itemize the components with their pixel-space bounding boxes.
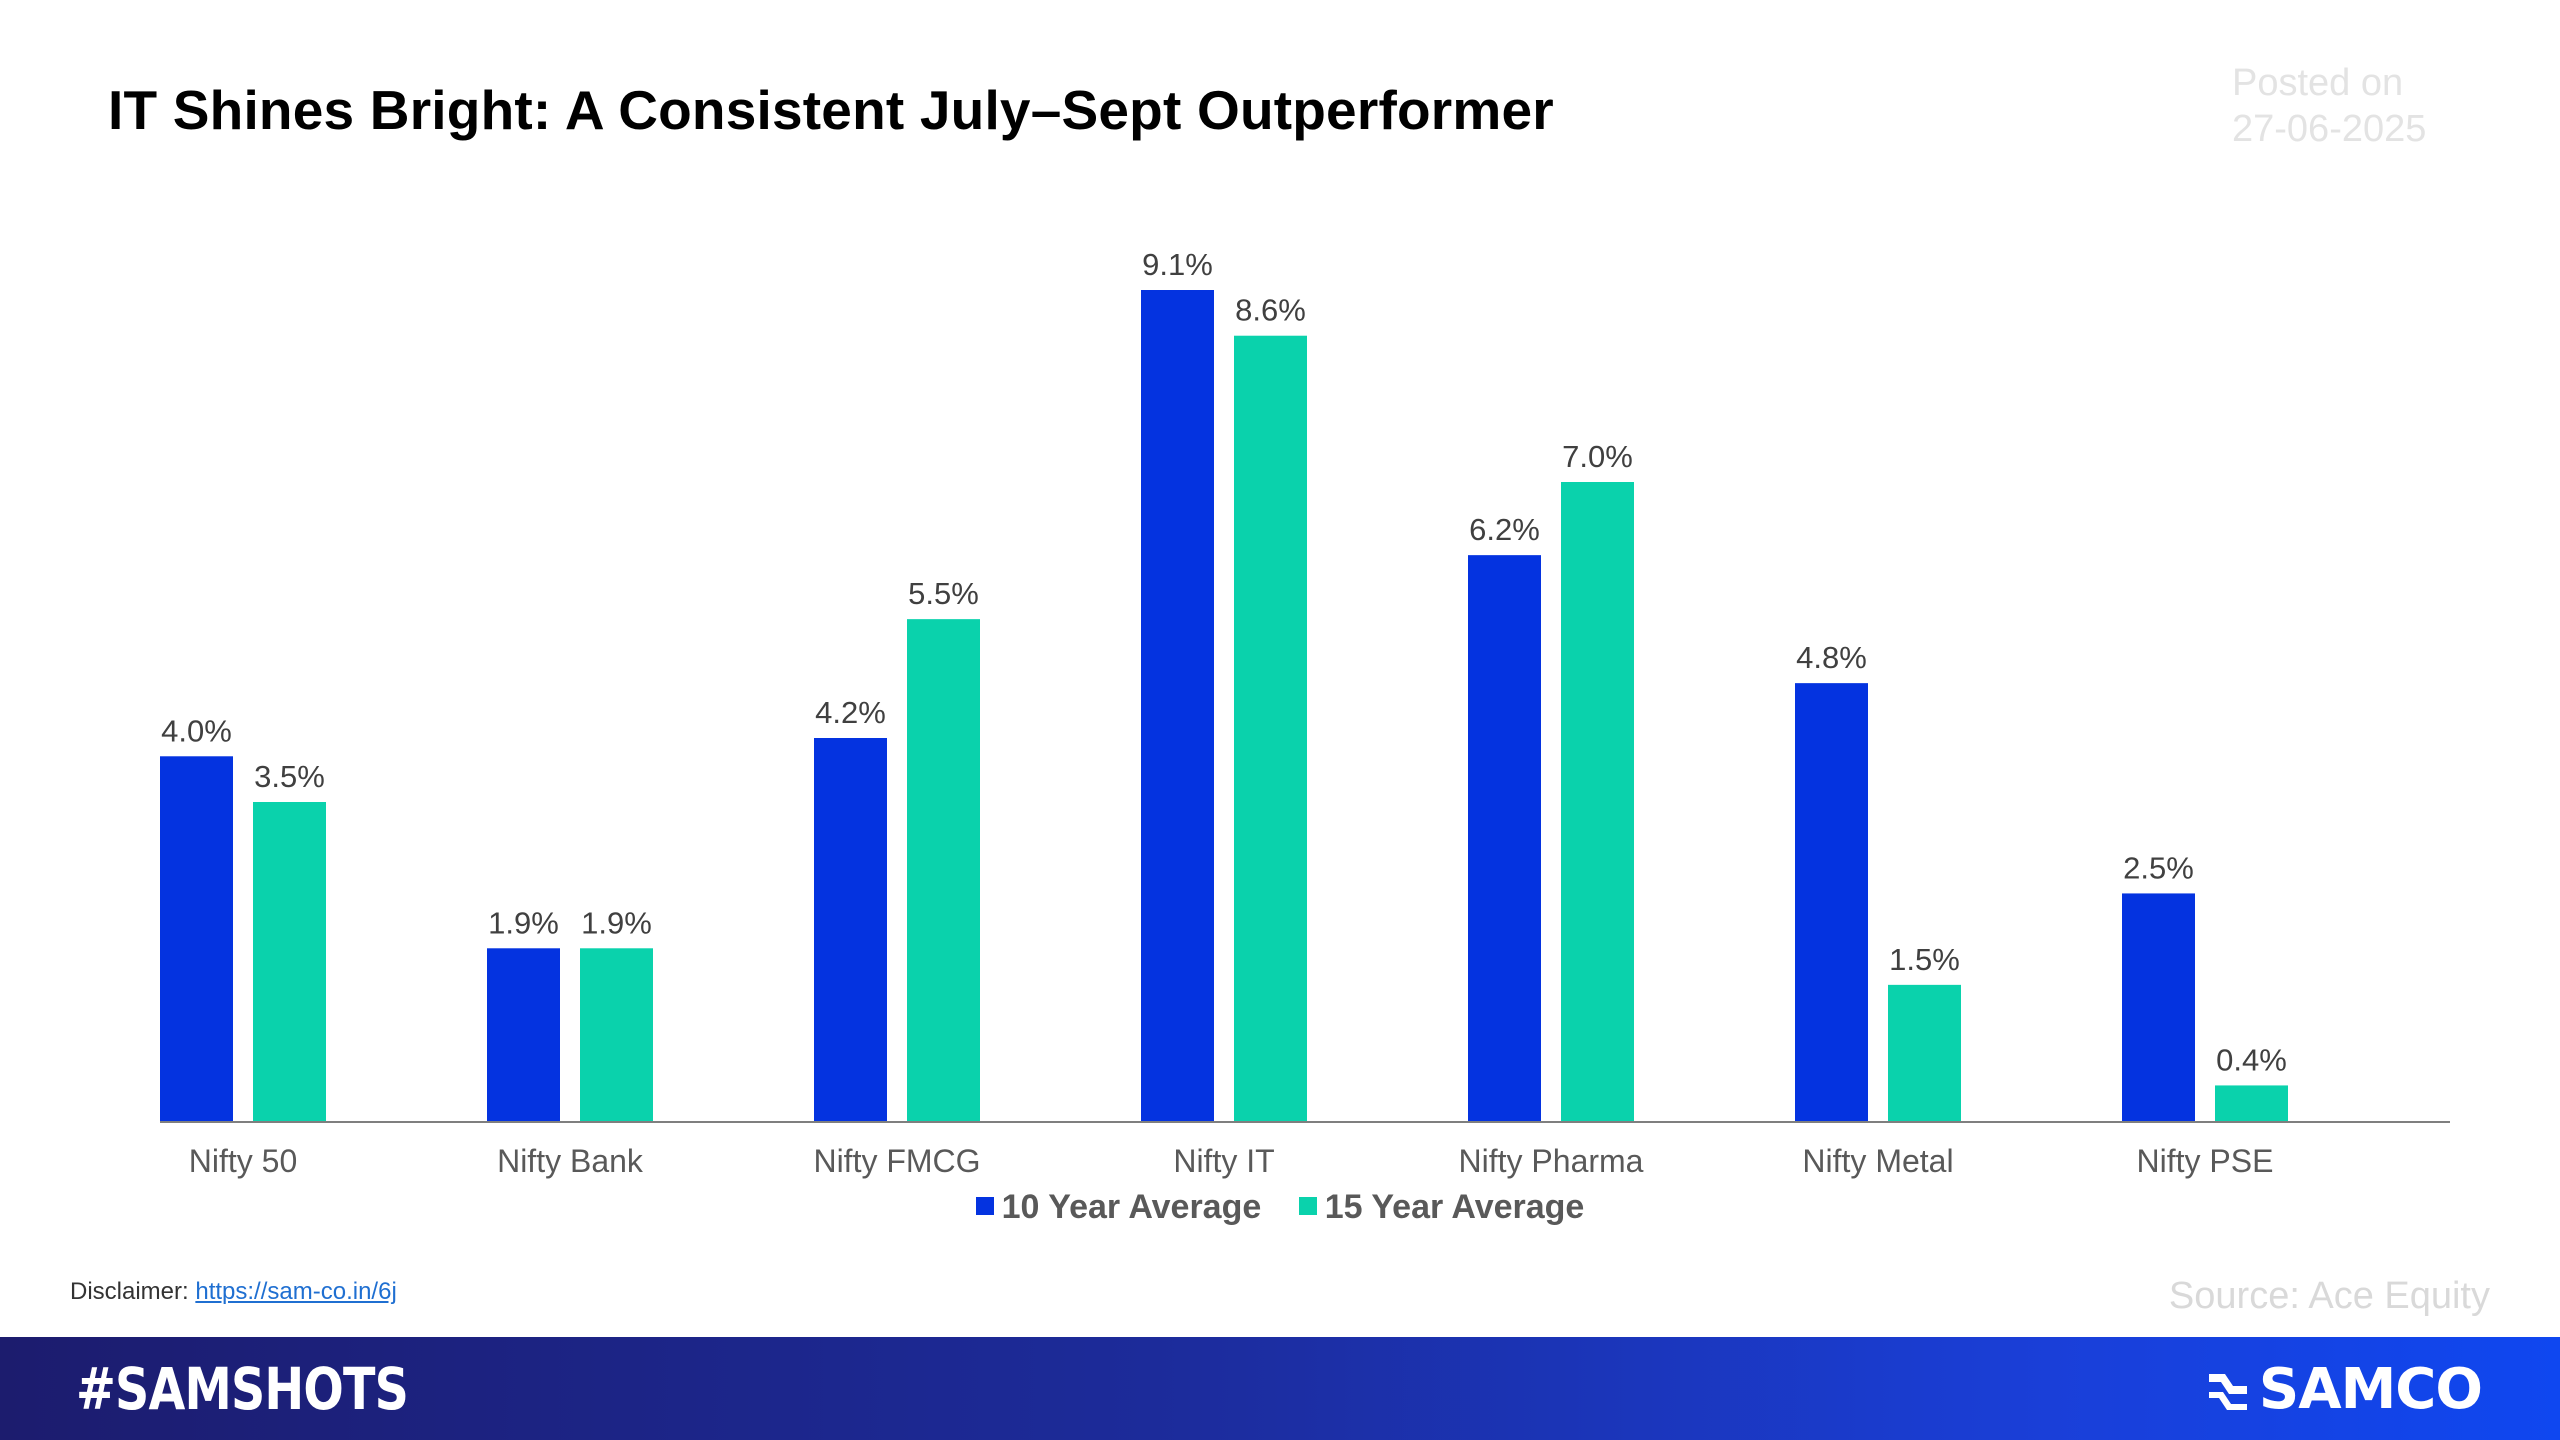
bar-15yr-nifty-pharma: [1561, 482, 1634, 1122]
disclaimer: Disclaimer: https://sam-co.in/6j: [70, 1278, 397, 1306]
bar-15yr-nifty-50: [253, 802, 326, 1122]
data-label-15yr-nifty-bank: 1.9%: [581, 905, 652, 940]
chart-title: IT Shines Bright: A Consistent July–Sept…: [108, 79, 1554, 141]
x-tick-label-nifty-bank: Nifty Bank: [497, 1143, 644, 1179]
x-tick-label-nifty-metal: Nifty Metal: [1802, 1143, 1953, 1179]
samco-logo-icon: [2208, 1374, 2247, 1410]
data-label-15yr-nifty-50: 3.5%: [254, 759, 325, 794]
samco-logo: SAMCO: [2203, 1356, 2483, 1422]
source-note: Source: Ace Equity: [2168, 1275, 2490, 1317]
footer-banner: #SAMSHOTS SAMCO: [0, 1337, 2560, 1440]
bar-10yr-nifty-it: [1141, 290, 1214, 1122]
data-label-15yr-nifty-metal: 1.5%: [1889, 942, 1960, 977]
bar-15yr-nifty-bank: [580, 948, 653, 1122]
x-tick-label-nifty-fmcg: Nifty FMCG: [813, 1143, 980, 1179]
data-label-15yr-nifty-pharma: 7.0%: [1562, 439, 1633, 474]
posted-date-value: 27-06-2025: [2232, 108, 2427, 150]
legend-label-10yr: 10 Year Average: [1001, 1188, 1262, 1226]
data-label-15yr-nifty-fmcg: 5.5%: [908, 576, 979, 611]
bar-15yr-nifty-it: [1234, 335, 1307, 1122]
bar-10yr-nifty-50: [160, 756, 233, 1122]
x-tick-label-nifty-50: Nifty 50: [189, 1143, 297, 1179]
samco-wordmark: SAMCO: [2258, 1356, 2483, 1422]
data-label-15yr-nifty-pse: 0.4%: [2216, 1042, 2287, 1077]
data-label-15yr-nifty-it: 8.6%: [1235, 293, 1306, 328]
samshots-tag: #SAMSHOTS: [76, 1355, 409, 1423]
disclaimer-label: Disclaimer:: [70, 1278, 189, 1305]
bar-10yr-nifty-bank: [487, 948, 560, 1122]
legend-label-15yr: 15 Year Average: [1324, 1188, 1585, 1226]
bar-10yr-nifty-metal: [1795, 683, 1868, 1122]
bar-10yr-nifty-pse: [2122, 893, 2195, 1122]
legend-swatch-10yr: [975, 1197, 994, 1216]
bar-chart: 4.0% 3.5% Nifty 50 1.9% 1.9% Nifty Bank 4.2% 5.…: [160, 247, 2450, 1179]
legend-item-15yr: 15 Year Average: [1298, 1188, 1585, 1227]
bar-15yr-nifty-fmcg: [907, 619, 980, 1122]
x-tick-label-nifty-pse: Nifty PSE: [2137, 1143, 2274, 1179]
legend-swatch-15yr: [1298, 1197, 1317, 1216]
posted-date: Posted on 27-06-2025: [2232, 60, 2426, 152]
data-label-10yr-nifty-it: 9.1%: [1142, 247, 1213, 282]
data-label-10yr-nifty-pse: 2.5%: [2123, 850, 2194, 885]
data-label-10yr-nifty-pharma: 6.2%: [1469, 512, 1540, 547]
data-label-10yr-nifty-50: 4.0%: [161, 713, 232, 748]
bar-10yr-nifty-fmcg: [814, 738, 887, 1122]
disclaimer-link[interactable]: https://sam-co.in/6j: [195, 1278, 397, 1305]
x-tick-label-nifty-pharma: Nifty Pharma: [1459, 1143, 1644, 1179]
chart-legend: 10 Year Average 15 Year Average: [0, 1188, 2560, 1227]
data-label-10yr-nifty-metal: 4.8%: [1796, 640, 1867, 675]
bar-10yr-nifty-pharma: [1468, 555, 1541, 1122]
legend-item-10yr: 10 Year Average: [975, 1188, 1262, 1227]
data-label-10yr-nifty-fmcg: 4.2%: [815, 695, 886, 730]
data-label-10yr-nifty-bank: 1.9%: [488, 905, 559, 940]
bar-15yr-nifty-metal: [1888, 984, 1961, 1122]
bar-15yr-nifty-pse: [2215, 1085, 2288, 1122]
posted-label: Posted on: [2232, 62, 2404, 104]
x-tick-label-nifty-it: Nifty IT: [1173, 1143, 1274, 1179]
